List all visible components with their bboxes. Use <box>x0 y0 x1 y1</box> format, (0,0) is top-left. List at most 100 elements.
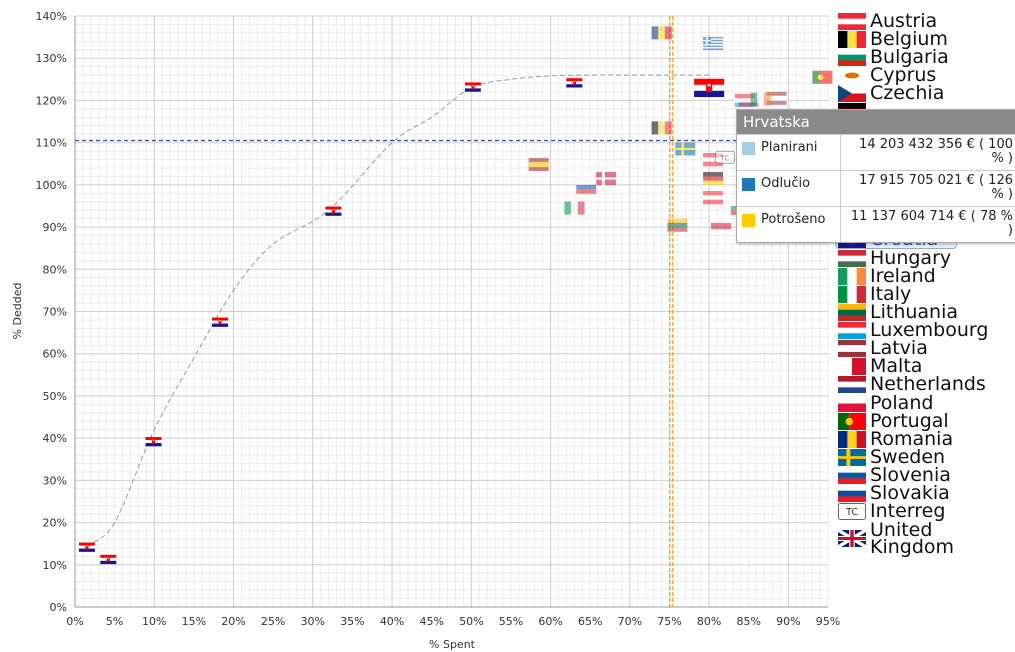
x-axis-ticks: 0% 5% 10% 15% 20% 25% 30% 35% 40% 45% 50% 55% 60% 65%… <box>66 615 840 628</box>
austria-flag-icon <box>838 12 866 30</box>
romania-flag-icon <box>838 430 866 448</box>
legend-item-latvia[interactable]: Latvia <box>838 337 1014 360</box>
x-tick-label: 65% <box>578 615 602 628</box>
legend-item-austria[interactable]: Austria <box>838 9 1014 32</box>
latvia-flag-icon <box>838 340 866 358</box>
legend-item-bulgaria[interactable]: Bulgaria <box>838 45 1014 68</box>
netherlands-flag-icon <box>838 376 866 394</box>
bulgaria-flag-icon <box>838 48 866 66</box>
portugal-flag-icon <box>838 412 866 430</box>
italy-flag-icon <box>838 285 866 303</box>
y-tick-label: 70% <box>43 306 67 319</box>
hungary-flag-icon <box>838 249 866 267</box>
y-tick-label: 60% <box>43 348 67 361</box>
data-point-denmark <box>596 172 617 186</box>
legend-label: Luxembourg <box>870 319 989 342</box>
x-tick-label: 95% <box>816 615 840 628</box>
legend-item-portugal[interactable]: Portugal <box>838 409 1014 432</box>
data-point-germany <box>703 172 724 186</box>
legend-item-cyprus[interactable]: Cyprus <box>838 63 1014 86</box>
legend-item-czechia[interactable]: Czechia <box>838 83 1014 102</box>
x-tick-label: 0% <box>66 615 83 628</box>
y-tick-label: 110% <box>36 137 67 150</box>
y-tick-label: 10% <box>43 559 67 572</box>
interreg-flag-icon: TC <box>838 503 866 521</box>
italy-flag-icon <box>838 285 866 303</box>
data-point-lithuania <box>667 218 688 232</box>
austria-flag-icon <box>838 12 866 30</box>
belgium-flag-icon <box>838 30 866 48</box>
legend-label: Cyprus <box>870 63 937 86</box>
data-point-croatia <box>325 206 342 216</box>
x-tick-label: 75% <box>657 615 681 628</box>
legend-item-sweden[interactable]: Sweden <box>838 447 1014 466</box>
data-point-croatia <box>100 554 117 565</box>
netherlands-flag-icon <box>838 376 866 394</box>
legend-label: Portugal <box>870 409 949 432</box>
y-tick-label: 40% <box>43 432 67 445</box>
legend-item-italy[interactable]: Italy <box>838 284 1014 303</box>
x-axis-title: % Spent <box>429 638 476 651</box>
romania-flag-icon <box>838 430 866 448</box>
legend-label: Bulgaria <box>870 45 949 68</box>
x-tick-label: 40% <box>380 615 404 628</box>
legend-label: Interreg <box>870 500 946 523</box>
reference-lines <box>75 16 828 607</box>
data-point-latvia <box>766 91 787 105</box>
x-tick-label: 10% <box>142 615 166 628</box>
legend-item-romania[interactable]: Romania <box>838 429 1014 448</box>
data-point-ireland <box>750 92 771 106</box>
legend-item-belgium[interactable]: Belgium <box>838 27 1014 50</box>
legend-item-poland[interactable]: Poland <box>838 393 1014 412</box>
y-tick-label: 20% <box>43 517 67 530</box>
legend-item-interreg[interactable]: TC Interreg <box>838 500 1014 523</box>
data-point-greece <box>703 36 724 51</box>
data-point-croatia <box>145 437 162 447</box>
interreg-flag-icon: TC <box>838 503 866 521</box>
legend-item-uk[interactable]: United Kingdom <box>838 520 1014 557</box>
legend-item-lithuania[interactable]: Lithuania <box>838 301 1014 324</box>
legend-item-hungary[interactable]: Hungary <box>838 246 1014 269</box>
legend-item-slovakia[interactable]: Slovakia <box>838 483 1014 502</box>
x-tick-label: 15% <box>182 615 206 628</box>
svg-text:TC: TC <box>845 507 858 518</box>
tooltip-row-label: Potrošeno <box>761 212 826 227</box>
legend-item-ireland[interactable]: Ireland <box>838 266 1014 285</box>
legend-label: Austria <box>870 9 938 32</box>
legend-item-malta[interactable]: Malta <box>838 357 1014 376</box>
tooltip: Hrvatska Planirani 14 203 432 356 € ( 10… <box>736 109 1015 243</box>
tooltip-row-label: Planirani <box>761 140 818 155</box>
x-tick-label: 45% <box>419 615 443 628</box>
uk-flag-icon <box>838 530 866 548</box>
legend-label: Hungary <box>870 246 952 269</box>
x-tick-label: 90% <box>776 615 800 628</box>
luxembourg-flag-icon <box>838 322 866 340</box>
legend-label: Lithuania <box>870 301 959 324</box>
uk-flag-icon <box>838 530 866 548</box>
x-tick-label: 85% <box>737 615 761 628</box>
latvia-flag-icon <box>838 340 866 358</box>
legend-label: Belgium <box>870 27 948 50</box>
spent-swatch-icon <box>742 214 755 227</box>
x-tick-label: 60% <box>538 615 562 628</box>
legend-item-luxembourg[interactable]: Luxembourg <box>838 319 1014 342</box>
y-tick-label: 50% <box>43 390 67 403</box>
poland-flag-icon <box>838 394 866 412</box>
malta-flag-icon <box>838 358 866 376</box>
slovenia-flag-icon <box>838 466 866 484</box>
tooltip-row-value: 14 203 432 356 € ( 100 % ) <box>840 135 1015 170</box>
tooltip-row-planned: Planirani 14 203 432 356 € ( 100 % ) <box>737 134 1015 170</box>
legend-label: Latvia <box>870 337 928 360</box>
y-tick-label: 90% <box>43 221 67 234</box>
legend-item-netherlands[interactable]: Netherlands <box>838 375 1014 394</box>
data-point-austria <box>703 153 724 167</box>
grid-major <box>74 15 828 608</box>
legend-item-slovenia[interactable]: Slovenia <box>838 465 1014 484</box>
tooltip-title: Hrvatska <box>737 110 1015 134</box>
x-tick-label: 50% <box>459 615 483 628</box>
tooltip-row-decided: Odlučio 17 915 705 021 € ( 126 % ) <box>737 170 1015 206</box>
trend-line <box>86 74 710 547</box>
trend-curve <box>86 74 710 547</box>
sweden-flag-icon <box>838 448 866 466</box>
